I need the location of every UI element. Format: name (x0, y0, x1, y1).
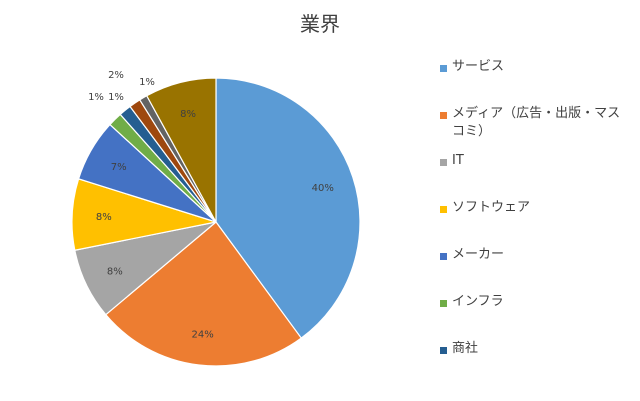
legend-item-maker: メーカー (440, 246, 635, 293)
slice-label: 7% (111, 162, 127, 173)
legend-label: サービス (452, 59, 505, 74)
legend-label: IT (452, 153, 464, 168)
legend-item-infra: インフラ (440, 293, 635, 340)
legend: サービス メディア（広告・出版・マスコミ） IT ソフトウェア メーカー インフ… (440, 58, 635, 387)
slice-label: 8% (180, 109, 196, 120)
slice-label: 8% (96, 212, 112, 223)
legend-swatch (440, 159, 447, 166)
chart-title: 業界 (300, 12, 340, 36)
legend-item-trading: 商社 (440, 340, 635, 387)
legend-label: メーカー (452, 247, 505, 262)
legend-swatch (440, 300, 447, 307)
pie-slice (215, 77, 361, 339)
slice-label: 1% (108, 92, 124, 103)
legend-item-it: IT (440, 152, 635, 199)
pie-slice (145, 77, 217, 223)
legend-item-media: メディア（広告・出版・マスコミ） (440, 105, 635, 152)
pie-slice (104, 221, 303, 367)
slice-label: 8% (107, 267, 123, 278)
pie-chart: 40% 24% 8% 8% 7% 2% 1% 1% 1% 8% (71, 70, 361, 367)
legend-swatch (440, 65, 447, 72)
legend-item-software: ソフトウェア (440, 199, 635, 246)
slice-label: 40% (312, 183, 334, 194)
legend-swatch (440, 206, 447, 213)
legend-swatch (440, 347, 447, 354)
legend-item-service: サービス (440, 58, 635, 105)
legend-label: ソフトウェア (452, 200, 531, 215)
slice-label: 1% (88, 92, 104, 103)
legend-label: インフラ (452, 294, 504, 309)
legend-label: メディア（広告・出版・マスコミ） (452, 106, 621, 139)
slice-label: 24% (192, 330, 214, 341)
slice-label: 2% (108, 70, 124, 81)
legend-swatch (440, 112, 447, 119)
legend-label: 商社 (452, 341, 479, 356)
slice-label: 1% (139, 77, 155, 88)
legend-swatch (440, 253, 447, 260)
